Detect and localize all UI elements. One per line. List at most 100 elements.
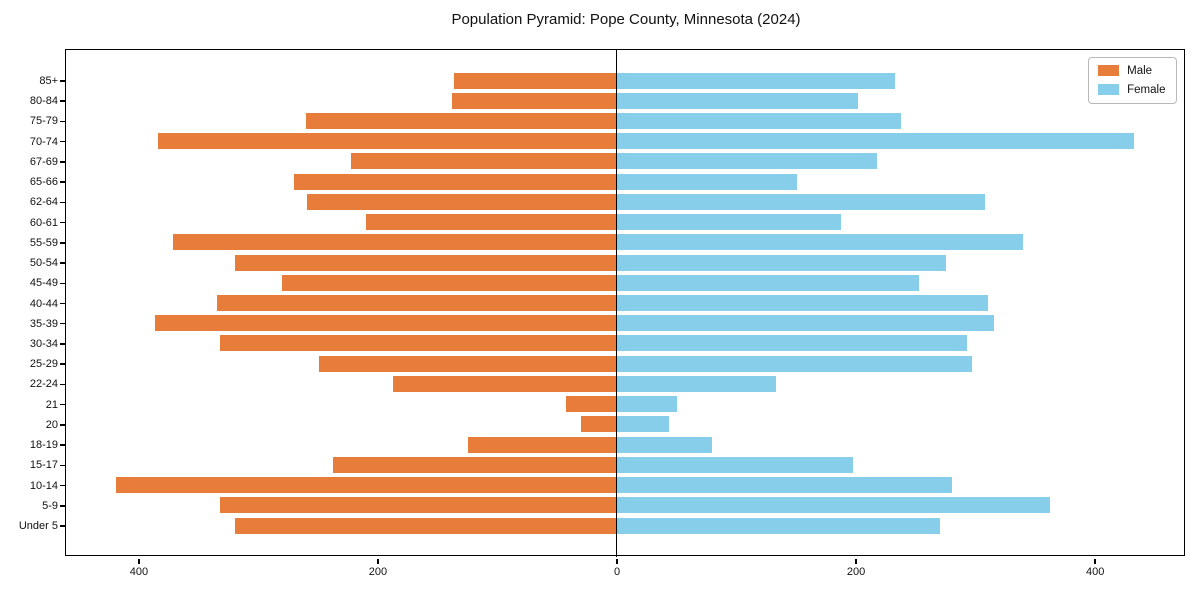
female-bar-Under 5	[616, 517, 941, 534]
female-bar-20	[616, 416, 670, 433]
y-tick-label-5-9: 5-9	[42, 499, 58, 512]
y-tick-label-25-29: 25-29	[29, 358, 58, 371]
legend-item-female: Female	[1098, 83, 1166, 96]
y-tick-label-40-44: 40-44	[29, 297, 58, 310]
y-tick-mark	[60, 444, 65, 446]
male-bar-55-59	[173, 234, 617, 251]
y-tick-mark	[60, 403, 65, 406]
zero-axis-line	[615, 49, 618, 557]
female-bar-45-49	[616, 274, 919, 291]
female-bar-80-84	[616, 92, 858, 109]
female-bar-65-66	[616, 173, 798, 190]
male-bar-21	[566, 396, 617, 413]
legend-male-label: Male	[1127, 64, 1153, 77]
x-tick-label-400: 400	[129, 566, 149, 578]
female-bar-40-44	[616, 295, 989, 311]
y-tick-mark	[60, 221, 65, 224]
y-tick-mark	[60, 383, 65, 386]
y-tick-mark	[60, 424, 65, 426]
legend-item-male: Male	[1098, 65, 1165, 77]
y-tick-mark	[60, 282, 65, 285]
male-bar-62-64	[306, 193, 617, 210]
male-bar-20	[580, 416, 617, 433]
y-tick-label-85+: 85+	[39, 75, 58, 87]
male-bar-75-79	[305, 112, 617, 129]
female-bar-60-61	[616, 214, 842, 231]
female-bar-15-17	[616, 456, 854, 473]
y-tick-mark	[60, 484, 65, 487]
male-bar-60-61	[365, 214, 617, 231]
male-bar-70-74	[157, 133, 617, 150]
y-tick-mark	[60, 181, 65, 183]
x-tick-label-0: 0	[613, 566, 621, 578]
female-bar-22-24	[616, 375, 776, 392]
y-tick-mark	[60, 242, 65, 244]
y-tick-label-65-66: 65-66	[29, 176, 58, 189]
male-bar-35-39	[155, 315, 617, 332]
female-bar-75-79	[616, 112, 901, 129]
y-tick-label-35-39: 35-39	[29, 317, 58, 330]
male-bar-30-34	[219, 335, 617, 352]
female-color-swatch	[1098, 84, 1120, 95]
x-tick-mark	[377, 558, 379, 564]
female-bar-10-14	[616, 477, 953, 494]
male-bar-65-66	[293, 173, 617, 190]
female-bar-25-29	[616, 355, 972, 372]
male-bar-67-69	[351, 153, 617, 170]
female-bar-30-34	[616, 335, 967, 352]
y-tick-mark	[60, 505, 65, 507]
x-tick-mark	[1094, 558, 1096, 564]
female-bar-21	[616, 396, 678, 413]
y-tick-mark	[60, 140, 65, 143]
y-tick-mark	[60, 302, 65, 305]
x-tick-label-200: 200	[846, 566, 866, 578]
y-tick-mark	[60, 201, 65, 204]
female-bar-67-69	[616, 153, 878, 170]
chart-title: Population Pyramid: Pope County, Minneso…	[451, 11, 801, 28]
female-bar-62-64	[616, 193, 985, 210]
y-tick-label-10-14: 10-14	[29, 479, 58, 492]
male-bar-25-29	[318, 355, 617, 372]
y-tick-mark	[60, 80, 65, 82]
male-bar-40-44	[217, 295, 617, 311]
y-tick-label-21: 21	[45, 398, 58, 411]
plot-area: Male Female	[64, 48, 1185, 557]
y-tick-mark	[60, 262, 65, 264]
y-tick-label-Under 5: Under 5	[18, 520, 58, 532]
female-bar-50-54	[616, 254, 947, 271]
y-tick-label-62-64: 62-64	[29, 196, 58, 209]
x-tick-mark	[616, 558, 618, 564]
y-tick-label-67-69: 67-69	[29, 155, 58, 168]
male-bar-10-14	[115, 477, 617, 494]
y-tick-mark	[60, 363, 65, 365]
female-bar-70-74	[616, 133, 1135, 150]
female-bar-35-39	[616, 315, 995, 332]
male-bar-5-9	[219, 497, 617, 514]
y-tick-mark	[60, 161, 65, 163]
legend: Male Female	[1088, 56, 1177, 104]
male-bar-18-19	[468, 436, 617, 453]
male-bar-15-17	[333, 456, 617, 473]
x-tick-mark	[855, 558, 857, 564]
y-tick-label-30-34: 30-34	[29, 337, 58, 350]
male-bar-80-84	[451, 92, 617, 109]
y-tick-mark	[60, 343, 65, 345]
female-bar-85+	[616, 72, 896, 89]
y-tick-mark	[60, 322, 65, 325]
male-bar-Under 5	[235, 517, 617, 534]
y-tick-mark	[60, 464, 65, 467]
y-tick-label-18-19: 18-19	[29, 439, 58, 452]
legend-female-label: Female	[1127, 83, 1166, 96]
y-tick-label-80-84: 80-84	[29, 95, 58, 108]
male-bar-22-24	[393, 375, 617, 392]
y-tick-mark	[60, 100, 65, 102]
y-tick-label-45-49: 45-49	[29, 277, 58, 290]
female-bar-18-19	[616, 436, 713, 453]
y-tick-label-50-54: 50-54	[29, 257, 58, 270]
male-bar-50-54	[235, 254, 617, 271]
y-tick-label-60-61: 60-61	[29, 216, 58, 229]
female-bar-55-59	[616, 234, 1023, 251]
y-tick-mark	[60, 525, 65, 527]
x-tick-mark	[138, 558, 140, 564]
